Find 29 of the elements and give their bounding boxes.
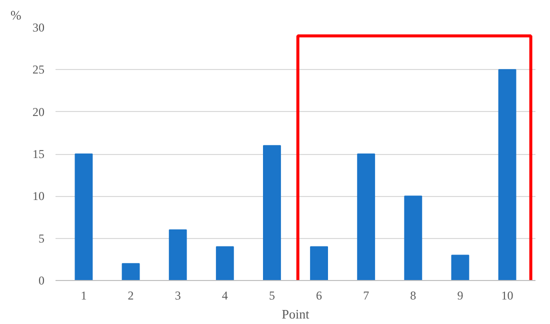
y-tick-label: 25	[32, 62, 44, 77]
bar	[357, 154, 376, 280]
bar	[216, 246, 234, 280]
x-tick-label: 1	[80, 288, 87, 302]
x-axis-title: Point	[282, 306, 310, 322]
y-tick-label: 30	[32, 20, 44, 34]
y-tick-label: 10	[32, 189, 44, 204]
bar	[168, 229, 187, 280]
x-tick-label: 3	[174, 288, 181, 302]
x-tick-label: 7	[363, 288, 370, 302]
x-tick-label: 4	[222, 288, 228, 302]
x-tick-label: 9	[457, 288, 464, 302]
y-tick-label: 20	[32, 104, 44, 119]
bar	[263, 145, 281, 280]
x-tick-label: 5	[268, 288, 275, 302]
x-tick-label: 2	[128, 288, 134, 302]
y-tick-label: 15	[32, 147, 44, 161]
bar	[451, 254, 470, 280]
bar	[404, 196, 422, 280]
y-tick-label: 0	[38, 274, 44, 288]
bar	[122, 263, 140, 280]
x-tick-label: 10	[501, 288, 514, 302]
bar	[74, 154, 93, 280]
y-axis-title: %	[10, 8, 22, 22]
x-tick-label: 8	[410, 288, 416, 302]
bar	[498, 69, 516, 280]
y-tick-label: 5	[38, 231, 44, 246]
bar	[310, 246, 328, 280]
x-tick-label: 6	[316, 288, 322, 302]
